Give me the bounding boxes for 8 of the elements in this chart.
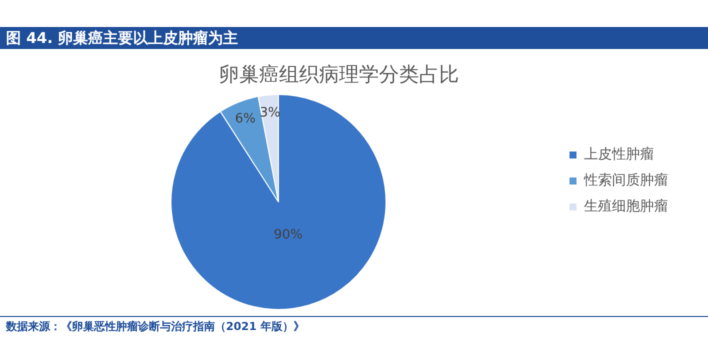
data-label: 6% — [235, 112, 256, 127]
legend-label: 上皮性肿瘤 — [584, 146, 654, 163]
legend-label: 性索间质肿瘤 — [583, 172, 668, 189]
chart-subtitle: 卵巢癌组织病理学分类占比 — [219, 62, 459, 86]
legend-label: 生殖细胞肿瘤 — [584, 198, 668, 215]
source-note: 数据来源：《卵巢恶性肿瘤诊断与治疗指南（2021 年版）》 — [6, 319, 304, 334]
chart-title: 图 44. 卵巢癌主要以上皮肿瘤为主 — [0, 27, 708, 49]
data-label: 90% — [274, 227, 303, 242]
